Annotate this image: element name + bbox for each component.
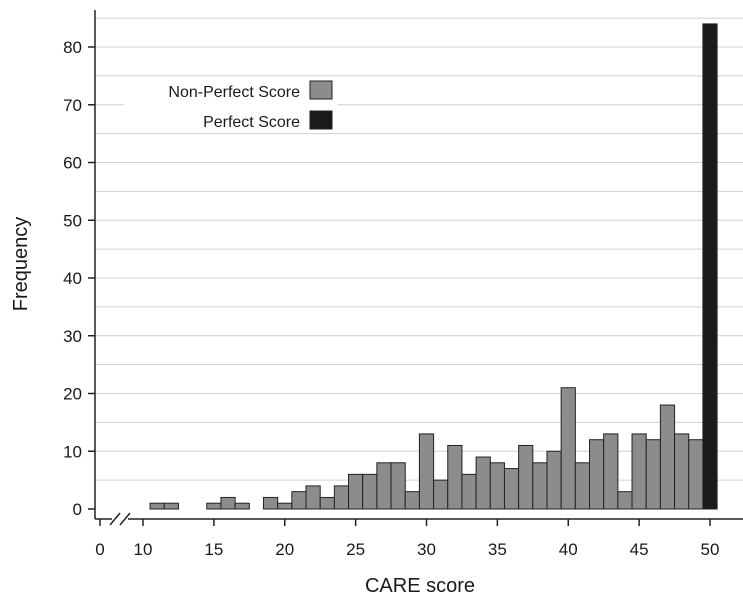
y-tick-label: 20 xyxy=(63,385,82,404)
x-tick-label: 10 xyxy=(134,540,153,559)
bar-non-perfect xyxy=(149,502,165,510)
y-tick-label: 10 xyxy=(63,442,82,461)
x-ticks: 0 10 15 20 25 30 35 40 45 50 xyxy=(95,519,719,559)
bar-non-perfect xyxy=(645,439,661,510)
x-tick-label: 20 xyxy=(275,540,294,559)
legend-swatch-non-perfect xyxy=(309,80,333,100)
x-tick-label: 35 xyxy=(488,540,507,559)
bar-non-perfect xyxy=(390,462,406,510)
bar-non-perfect xyxy=(404,491,420,510)
bar-non-perfect xyxy=(305,485,321,510)
x-tick-label: 50 xyxy=(701,540,720,559)
bars xyxy=(149,23,718,510)
bar-non-perfect xyxy=(362,473,378,510)
y-tick-label: 50 xyxy=(63,211,82,230)
x-tick-label: 15 xyxy=(204,540,223,559)
bar-non-perfect xyxy=(574,462,591,510)
y-tick-label: 70 xyxy=(63,96,82,115)
bar-non-perfect xyxy=(461,473,477,510)
legend-swatch-perfect xyxy=(309,110,333,130)
bar-non-perfect xyxy=(560,387,576,510)
x-tick-label: 25 xyxy=(346,540,365,559)
bar-perfect xyxy=(702,23,718,510)
y-axis-title: Frequency xyxy=(10,217,32,312)
legend: Non-Perfect Score Perfect Score xyxy=(124,78,338,132)
x-axis-title: CARE score xyxy=(365,575,475,597)
bar-non-perfect xyxy=(475,456,491,510)
bar-non-perfect xyxy=(220,496,236,510)
bar-non-perfect xyxy=(631,433,647,510)
legend-label-non-perfect: Non-Perfect Score xyxy=(168,84,300,101)
bar-non-perfect xyxy=(518,444,534,510)
axis-break-mark-2 xyxy=(119,512,131,526)
grid-lines xyxy=(95,17,743,481)
x-tick-label: 0 xyxy=(95,540,104,559)
x-tick-label: 45 xyxy=(630,540,649,559)
bar-non-perfect xyxy=(688,439,704,510)
y-tick-label: 40 xyxy=(63,269,82,288)
bar-non-perfect xyxy=(659,404,676,510)
bar-non-perfect xyxy=(617,491,633,510)
axes xyxy=(94,10,743,526)
bar-non-perfect xyxy=(277,502,293,510)
bar-non-perfect xyxy=(291,491,307,510)
bar-non-perfect xyxy=(333,485,350,510)
bar-non-perfect xyxy=(418,433,435,510)
bar-non-perfect xyxy=(262,496,279,510)
bar-non-perfect xyxy=(489,462,505,510)
bar-non-perfect xyxy=(603,433,619,510)
bar-non-perfect xyxy=(447,444,463,510)
axis-break-mark-1 xyxy=(109,512,121,526)
bar-non-perfect xyxy=(319,496,335,510)
bar-non-perfect xyxy=(348,473,364,510)
bar-non-perfect xyxy=(674,433,690,510)
bar-non-perfect xyxy=(433,479,449,510)
y-tick-label: 0 xyxy=(73,500,82,519)
bar-non-perfect xyxy=(234,502,250,510)
bar-non-perfect xyxy=(503,468,520,510)
y-tick-label: 80 xyxy=(63,38,82,57)
bar-non-perfect xyxy=(532,462,548,510)
bar-non-perfect xyxy=(163,502,179,510)
y-tick-label: 60 xyxy=(63,154,82,173)
bar-non-perfect xyxy=(376,462,392,510)
bar-non-perfect xyxy=(206,502,222,510)
x-tick-label: 40 xyxy=(559,540,578,559)
bar-non-perfect xyxy=(546,450,562,510)
legend-background xyxy=(124,78,338,132)
x-tick-label: 30 xyxy=(417,540,436,559)
legend-label-perfect: Perfect Score xyxy=(203,114,300,131)
y-tick-label: 30 xyxy=(63,327,82,346)
bar-non-perfect xyxy=(589,439,605,510)
y-ticks: 0 10 20 30 40 50 60 70 80 xyxy=(63,38,95,519)
